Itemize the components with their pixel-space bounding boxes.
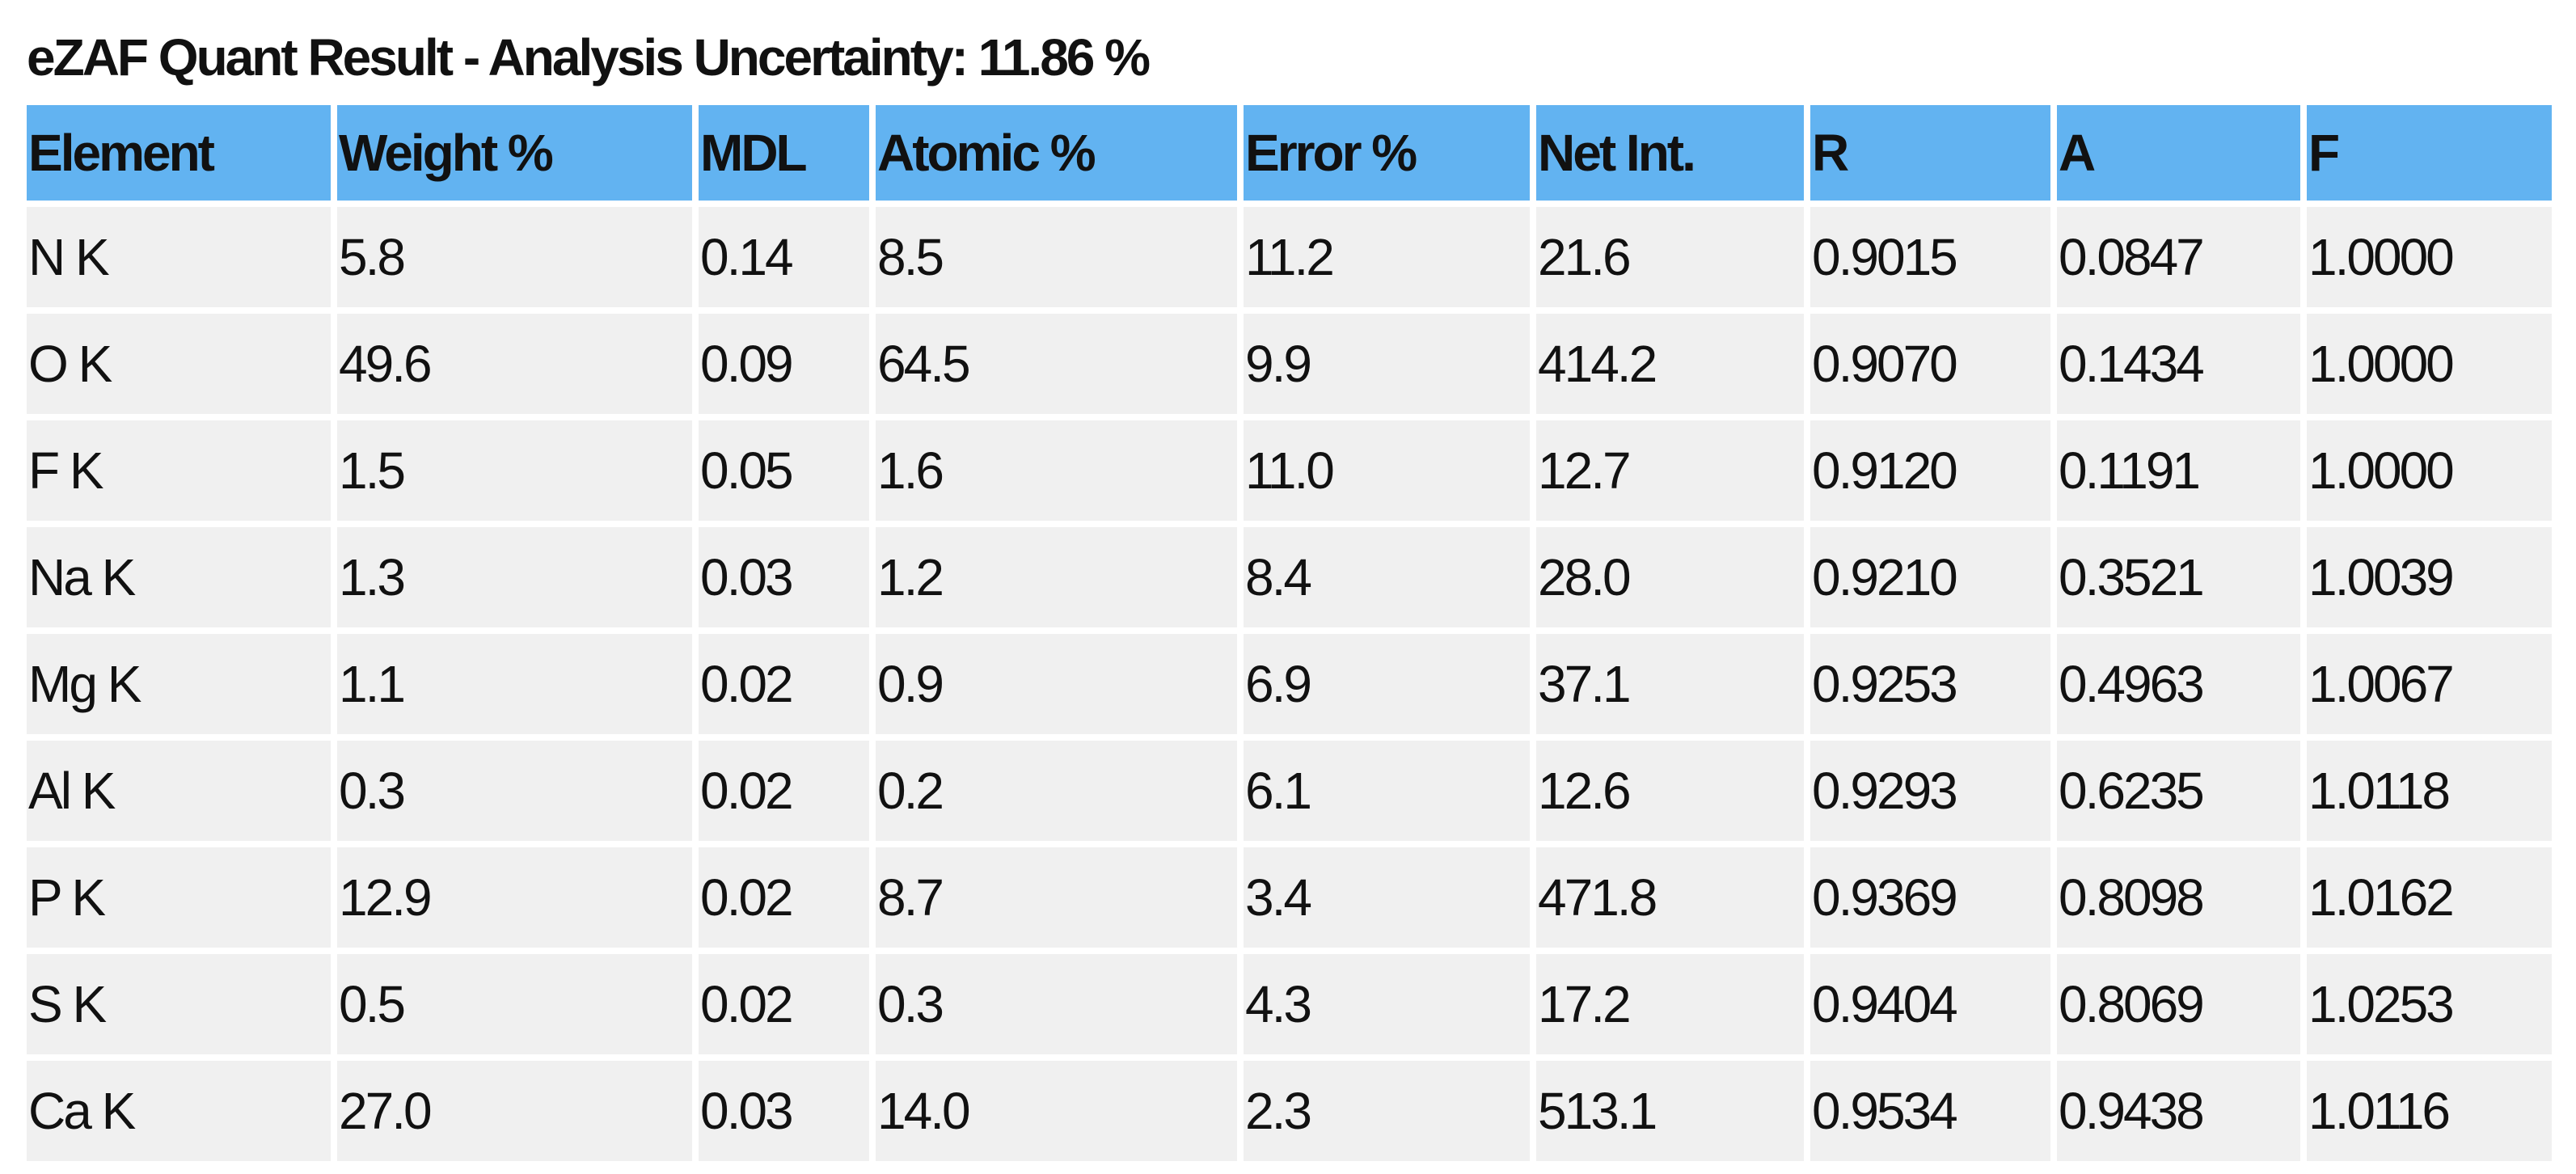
table-cell: S K bbox=[27, 954, 331, 1054]
table-cell: 0.9293 bbox=[1810, 741, 2050, 841]
table-cell: 0.0847 bbox=[2057, 207, 2300, 307]
table-cell: 17.2 bbox=[1536, 954, 1804, 1054]
table-cell: 0.9253 bbox=[1810, 634, 2050, 734]
column-header: Error % bbox=[1244, 105, 1530, 201]
table-cell: 471.8 bbox=[1536, 847, 1804, 948]
table-cell: 1.0067 bbox=[2307, 634, 2552, 734]
table-cell: 0.3 bbox=[337, 741, 692, 841]
column-header: Net Int. bbox=[1536, 105, 1804, 201]
table-cell: 0.02 bbox=[699, 847, 869, 948]
table-cell: 2.3 bbox=[1244, 1061, 1530, 1161]
column-header: MDL bbox=[699, 105, 869, 201]
table-cell: 11.0 bbox=[1244, 420, 1530, 521]
table-cell: 0.1434 bbox=[2057, 314, 2300, 414]
table-cell: 0.6235 bbox=[2057, 741, 2300, 841]
table-cell: 0.9438 bbox=[2057, 1061, 2300, 1161]
column-header: F bbox=[2307, 105, 2552, 201]
table-cell: 6.9 bbox=[1244, 634, 1530, 734]
table-cell: 1.5 bbox=[337, 420, 692, 521]
table-cell: 14.0 bbox=[876, 1061, 1237, 1161]
table-cell: 1.2 bbox=[876, 527, 1237, 627]
table-cell: 1.0162 bbox=[2307, 847, 2552, 948]
table-cell: 0.4963 bbox=[2057, 634, 2300, 734]
column-header: Element bbox=[27, 105, 331, 201]
table-cell: 12.7 bbox=[1536, 420, 1804, 521]
table-cell: 0.14 bbox=[699, 207, 869, 307]
table-cell: 3.4 bbox=[1244, 847, 1530, 948]
result-table: Element Weight % MDL Atomic % Error % Net Int… bbox=[27, 105, 2552, 1161]
table-cell: 0.2 bbox=[876, 741, 1237, 841]
table-cell: 0.1191 bbox=[2057, 420, 2300, 521]
table-cell: 11.2 bbox=[1244, 207, 1530, 307]
table-cell: 0.05 bbox=[699, 420, 869, 521]
table-cell: 12.9 bbox=[337, 847, 692, 948]
table-cell: 0.3 bbox=[876, 954, 1237, 1054]
table-cell: 1.0000 bbox=[2307, 207, 2552, 307]
column-header: Atomic % bbox=[876, 105, 1237, 201]
table-cell: 12.6 bbox=[1536, 741, 1804, 841]
table-cell: F K bbox=[27, 420, 331, 521]
table-cell: 0.3521 bbox=[2057, 527, 2300, 627]
table-cell: O K bbox=[27, 314, 331, 414]
table-cell: 0.8069 bbox=[2057, 954, 2300, 1054]
table-cell: 1.3 bbox=[337, 527, 692, 627]
table-cell: 5.8 bbox=[337, 207, 692, 307]
table-cell: 49.6 bbox=[337, 314, 692, 414]
table-cell: 0.9534 bbox=[1810, 1061, 2050, 1161]
table-cell: 0.5 bbox=[337, 954, 692, 1054]
table-cell: 414.2 bbox=[1536, 314, 1804, 414]
table-cell: 0.03 bbox=[699, 527, 869, 627]
table-cell: 0.02 bbox=[699, 634, 869, 734]
table-cell: 6.1 bbox=[1244, 741, 1530, 841]
table-cell: 0.02 bbox=[699, 741, 869, 841]
table-cell: 1.0039 bbox=[2307, 527, 2552, 627]
title: eZAF Quant Result - Analysis Uncertainty… bbox=[27, 28, 1151, 87]
table-cell: 8.7 bbox=[876, 847, 1237, 948]
table-cell: Na K bbox=[27, 527, 331, 627]
table-cell: 513.1 bbox=[1536, 1061, 1804, 1161]
table-cell: 27.0 bbox=[337, 1061, 692, 1161]
table-cell: 0.09 bbox=[699, 314, 869, 414]
table-cell: 8.5 bbox=[876, 207, 1237, 307]
table-cell: 28.0 bbox=[1536, 527, 1804, 627]
table-cell: 1.0118 bbox=[2307, 741, 2552, 841]
table-cell: 0.9015 bbox=[1810, 207, 2050, 307]
table-cell: 0.9070 bbox=[1810, 314, 2050, 414]
table-cell: 0.9 bbox=[876, 634, 1237, 734]
table-cell: P K bbox=[27, 847, 331, 948]
table-cell: 21.6 bbox=[1536, 207, 1804, 307]
table-cell: 9.9 bbox=[1244, 314, 1530, 414]
column-header: A bbox=[2057, 105, 2300, 201]
table-cell: 1.0253 bbox=[2307, 954, 2552, 1054]
table-cell: 0.9404 bbox=[1810, 954, 2050, 1054]
table-cell: 0.03 bbox=[699, 1061, 869, 1161]
table-cell: 1.0116 bbox=[2307, 1061, 2552, 1161]
table-cell: 0.9120 bbox=[1810, 420, 2050, 521]
table-cell: 64.5 bbox=[876, 314, 1237, 414]
table-cell: 4.3 bbox=[1244, 954, 1530, 1054]
table-cell: 1.0000 bbox=[2307, 420, 2552, 521]
column-header: Weight % bbox=[337, 105, 692, 201]
table-cell: 1.6 bbox=[876, 420, 1237, 521]
table-cell: Mg K bbox=[27, 634, 331, 734]
table-cell: N K bbox=[27, 207, 331, 307]
table-cell: 0.9210 bbox=[1810, 527, 2050, 627]
table-cell: 0.9369 bbox=[1810, 847, 2050, 948]
table-cell: 1.0000 bbox=[2307, 314, 2552, 414]
table-cell: Al K bbox=[27, 741, 331, 841]
column-header: R bbox=[1810, 105, 2050, 201]
table-cell: 8.4 bbox=[1244, 527, 1530, 627]
table-cell: 1.1 bbox=[337, 634, 692, 734]
table-cell: 37.1 bbox=[1536, 634, 1804, 734]
table-cell: 0.02 bbox=[699, 954, 869, 1054]
table-cell: Ca K bbox=[27, 1061, 331, 1161]
table-cell: 0.8098 bbox=[2057, 847, 2300, 948]
